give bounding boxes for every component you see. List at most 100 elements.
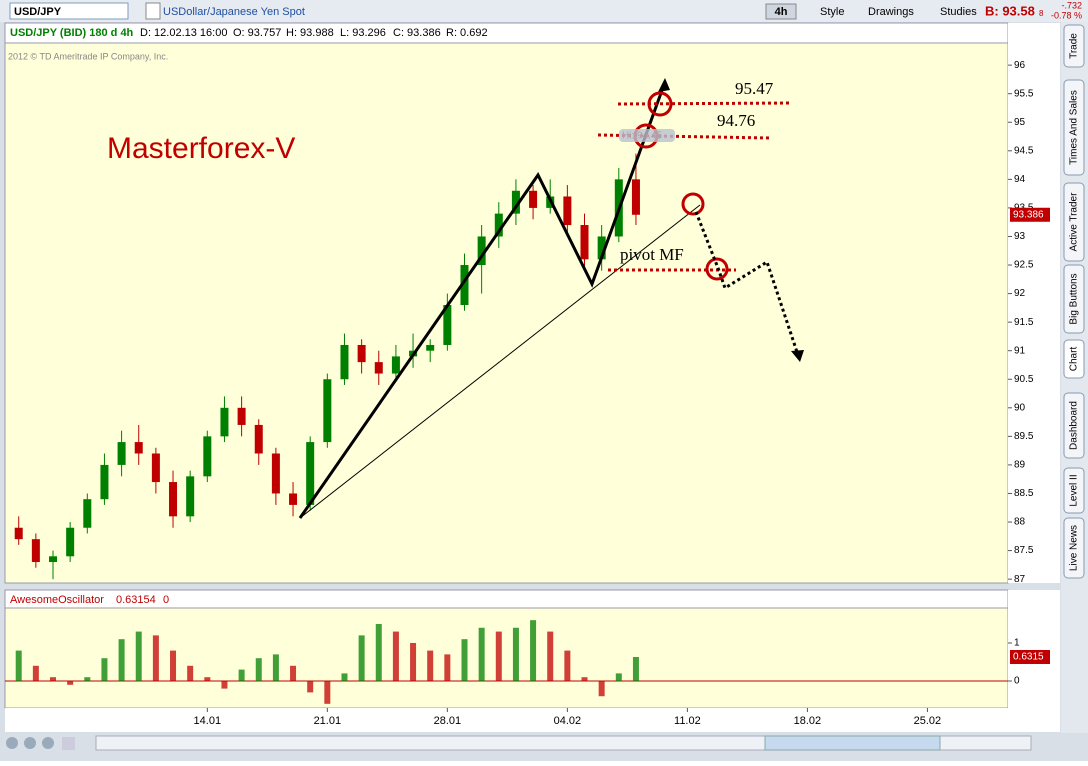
level-line <box>617 101 793 106</box>
sidebar-tab[interactable] <box>1063 517 1085 579</box>
oscillator-bar <box>547 631 554 682</box>
sidebar-tab-label[interactable]: Trade <box>1069 33 1080 59</box>
forecast-path <box>694 211 800 356</box>
circle-marker <box>681 192 705 216</box>
candle-body <box>563 196 572 226</box>
last-price-box <box>1010 207 1050 222</box>
instrument: USD/JPY (BID) 180 d 4h <box>10 27 134 39</box>
oscillator-bar <box>495 631 502 682</box>
candle-body <box>391 356 400 374</box>
info-low: L: 93.296 <box>340 27 386 39</box>
sidebar-tab-label[interactable]: Chart <box>1069 347 1080 372</box>
oscillator-bar <box>341 673 348 682</box>
hash-button[interactable] <box>145 2 161 20</box>
interval[interactable]: 4h <box>775 6 788 18</box>
y-tick-label: 92.5 <box>1014 260 1034 271</box>
oscillator-bar <box>461 639 468 682</box>
candle-body <box>203 436 212 477</box>
y-tick-label: 95 <box>1014 117 1026 128</box>
oscillator-bar <box>187 665 194 682</box>
candle-body <box>83 499 92 528</box>
sidebar-tab[interactable] <box>1063 264 1085 334</box>
candle-body <box>254 424 263 454</box>
sidebar-tab[interactable] <box>1063 392 1085 459</box>
zoom-button[interactable] <box>6 737 18 749</box>
oscillator-bar <box>50 677 57 682</box>
info-high: H: 93.988 <box>286 27 334 39</box>
annotation: pivot MF <box>620 245 684 264</box>
candle-body <box>186 476 195 517</box>
copyright: 2012 © TD Ameritrade IP Company, Inc. <box>8 51 168 61</box>
sidebar-tab[interactable] <box>1063 24 1085 68</box>
bid-sub: 8 <box>1039 9 1044 18</box>
sidebar-tab-label[interactable]: Times And Sales <box>1069 90 1080 165</box>
y-tick-label: 92 <box>1014 288 1026 299</box>
zigzag <box>298 81 667 519</box>
oscillator-bar <box>255 658 262 682</box>
oscillator-value: 0.63154 <box>116 594 156 606</box>
zoom-button[interactable] <box>42 737 54 749</box>
x-tick-label: 18.02 <box>794 715 822 727</box>
pan-button[interactable] <box>62 737 75 750</box>
candle-body <box>357 344 366 363</box>
candle-body <box>169 482 178 517</box>
y-tick-label: 90 <box>1014 402 1026 413</box>
oscillator-bar <box>152 635 159 682</box>
oscillator-bar <box>324 681 331 704</box>
oscillator-bar <box>427 650 434 682</box>
candle-body <box>134 442 143 454</box>
oscillator-bar <box>32 665 39 682</box>
date-axis <box>5 708 1060 732</box>
info-date: D: 12.02.13 16:00 <box>140 27 227 39</box>
x-tick-label: 14.01 <box>194 715 222 727</box>
last-value: 0.6315 <box>1013 652 1044 663</box>
candle-body <box>426 344 435 351</box>
oscillator-bar <box>290 665 297 682</box>
candle-body <box>49 556 58 563</box>
zoom-button[interactable] <box>24 737 36 749</box>
oscillator-bar <box>530 620 537 682</box>
sidebar-tab-label[interactable]: Active Trader <box>1069 192 1080 252</box>
scroll-thumb[interactable] <box>764 735 941 751</box>
candle-body <box>151 453 160 483</box>
y-tick-label: 0 <box>1014 676 1020 687</box>
studies-button[interactable]: Studies <box>940 6 977 18</box>
level-line <box>597 133 771 140</box>
interval-button[interactable] <box>765 3 797 20</box>
y-tick-label: 91.5 <box>1014 317 1034 328</box>
candle-body <box>631 179 640 215</box>
sidebar-tab-label[interactable]: Big Buttons <box>1069 273 1080 324</box>
candle-body <box>477 236 486 266</box>
circle-marker <box>647 91 673 117</box>
y-tick-label: 93 <box>1014 231 1026 242</box>
style-button[interactable]: Style <box>820 6 844 18</box>
oscillator-bar <box>581 677 588 682</box>
sidebar-tab-label[interactable]: Level II <box>1069 474 1080 506</box>
symbol-box[interactable] <box>9 2 129 20</box>
candle-body <box>271 453 280 494</box>
sidebar-tab[interactable] <box>1063 79 1085 176</box>
symbol[interactable]: USD/JPY <box>14 6 62 18</box>
oscillator-bar <box>204 677 211 682</box>
y-tick-label: 1 <box>1014 638 1020 649</box>
oscillator-bar <box>375 623 382 682</box>
price-axis <box>1008 23 1060 583</box>
candle-body <box>66 527 75 557</box>
sidebar-tab[interactable] <box>1063 339 1085 379</box>
bid-price: B: 93.58 <box>985 3 1035 18</box>
sidebar-tab-label[interactable]: Live News <box>1069 525 1080 571</box>
drawings-button[interactable]: Drawings <box>868 6 914 18</box>
oscillator-bar <box>392 631 399 682</box>
oscillator-bar <box>135 631 142 682</box>
candle-body <box>597 236 606 260</box>
y-tick-label: 95.5 <box>1014 88 1034 99</box>
oscillator-bar <box>358 635 365 682</box>
sidebar-tab[interactable] <box>1063 467 1085 514</box>
annotation: 95.47 <box>735 79 774 98</box>
sidebar-tab[interactable] <box>1063 182 1085 262</box>
candle-body <box>340 344 349 380</box>
sidebar-tab-label[interactable]: Dashboard <box>1069 401 1080 450</box>
oscillator-bar <box>15 650 22 682</box>
hi-badge <box>619 129 675 142</box>
